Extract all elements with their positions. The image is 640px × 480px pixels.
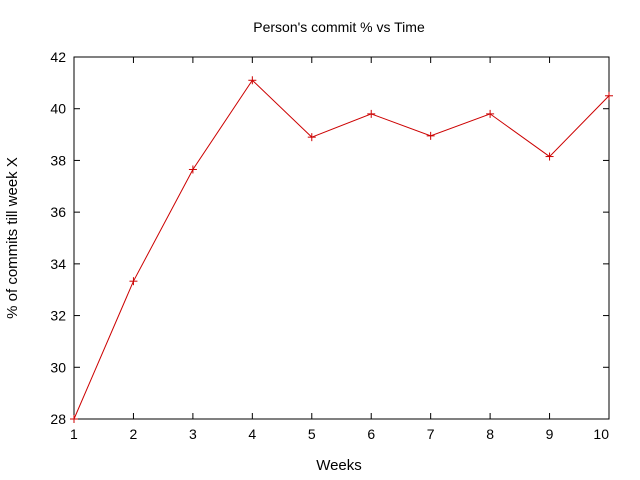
y-tick-label: 28: [50, 411, 66, 427]
data-point: [70, 415, 78, 423]
series-line: [73, 79, 610, 420]
y-axis-ticks: [74, 56, 609, 420]
x-tick-label: 3: [189, 426, 197, 442]
x-tick-label: 9: [546, 426, 554, 442]
y-axis-label: % of commits till week X: [4, 157, 21, 319]
series-layer: [70, 76, 613, 423]
data-point: [486, 109, 495, 118]
y-tick-label: 42: [50, 49, 66, 65]
chart-title: Person's commit % vs Time: [253, 19, 425, 35]
x-axis-label: Weeks: [316, 457, 362, 474]
data-point: [188, 165, 197, 174]
data-point: [129, 277, 138, 286]
y-tick-label: 34: [50, 256, 66, 272]
x-axis-ticks: [73, 57, 610, 419]
x-tick-label: 8: [486, 426, 494, 442]
x-axis-tick-labels: 1 2 3 4 5 6 7 8 9 10: [70, 426, 609, 442]
x-tick-label: 7: [427, 426, 435, 442]
y-tick-label: 30: [50, 359, 66, 375]
data-point: [605, 91, 613, 100]
data-point: [545, 152, 554, 161]
data-point: [248, 76, 257, 85]
plot-frame: [73, 56, 610, 420]
y-tick-label: 32: [50, 308, 66, 324]
x-tick-label: 10: [593, 426, 609, 442]
y-tick-label: 38: [50, 152, 66, 168]
data-point: [426, 131, 435, 140]
data-point: [307, 133, 316, 142]
data-point: [367, 109, 376, 118]
x-tick-label: 5: [308, 426, 316, 442]
y-axis-tick-labels: 28 30 32 34 36 38 40 42: [50, 49, 66, 427]
y-tick-label: 36: [50, 204, 66, 220]
x-tick-label: 4: [248, 426, 256, 442]
y-tick-label: 40: [50, 101, 66, 117]
x-tick-label: 1: [70, 426, 78, 442]
x-tick-label: 6: [367, 426, 375, 442]
x-tick-label: 2: [130, 426, 138, 442]
